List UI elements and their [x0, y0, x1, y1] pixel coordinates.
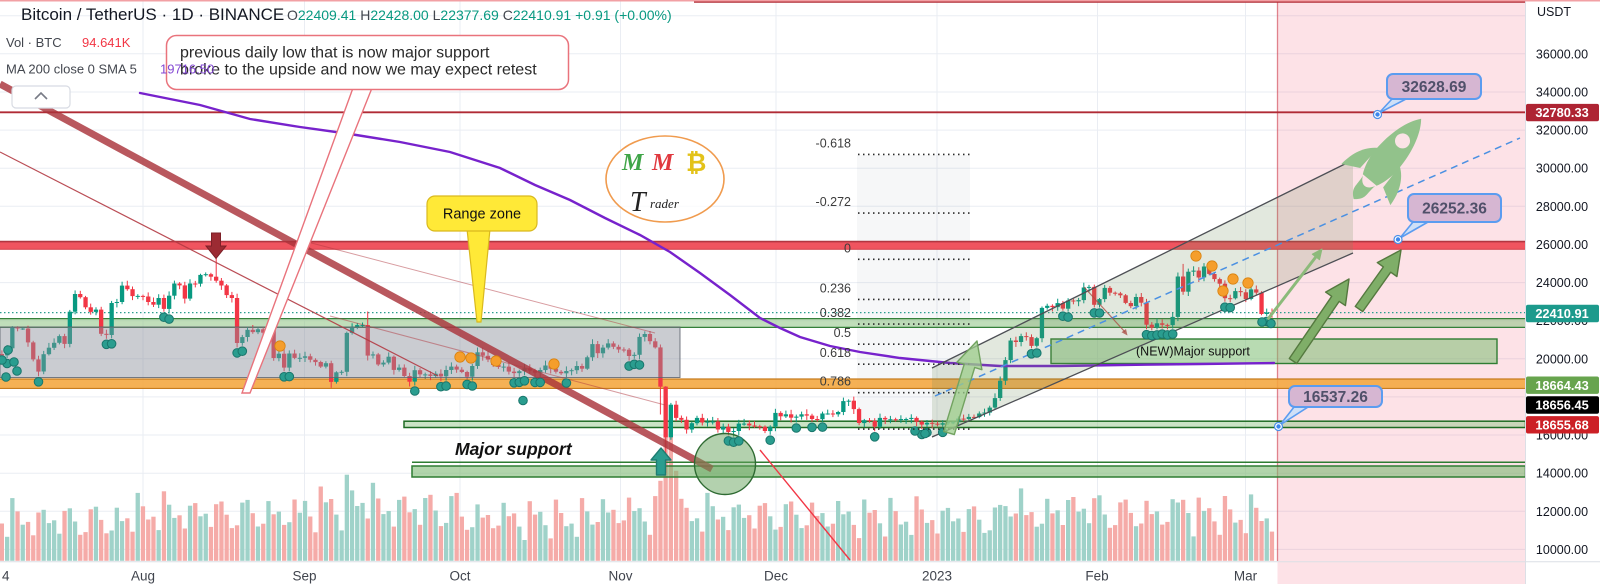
svg-text:0: 0	[844, 241, 851, 255]
svg-text:26252.36: 26252.36	[1422, 201, 1487, 218]
svg-text:22410.91: 22410.91	[1535, 306, 1588, 321]
svg-text:(NEW)Major support: (NEW)Major support	[1136, 345, 1250, 359]
svg-text:Mar: Mar	[1234, 569, 1258, 584]
svg-text:19716.50: 19716.50	[160, 62, 214, 77]
svg-text:T: T	[630, 187, 648, 218]
svg-text:Nov: Nov	[608, 569, 632, 584]
svg-text:₿: ₿	[686, 149, 706, 177]
svg-text:Vol · BTC: Vol · BTC	[6, 35, 62, 50]
svg-text:4: 4	[2, 569, 10, 584]
svg-text:Bitcoin / TetherUS · 1D · BINA: Bitcoin / TetherUS · 1D · BINANCE	[21, 5, 284, 24]
svg-text:30000.00: 30000.00	[1536, 162, 1588, 176]
svg-text:M: M	[651, 150, 675, 176]
svg-text:rader: rader	[650, 196, 680, 211]
svg-text:0.5: 0.5	[834, 326, 851, 340]
svg-text:2023: 2023	[922, 569, 952, 584]
svg-text:-0.272: -0.272	[816, 195, 851, 209]
svg-text:Major support: Major support	[455, 439, 573, 459]
svg-text:18655.68: 18655.68	[1535, 417, 1588, 432]
svg-text:10000.00: 10000.00	[1536, 543, 1588, 557]
svg-text:28000.00: 28000.00	[1536, 200, 1588, 214]
svg-text:broke to the upside and now we: broke to the upside and now we may expec…	[180, 62, 537, 79]
svg-text:0.236: 0.236	[820, 281, 851, 295]
svg-text:Sep: Sep	[292, 569, 316, 584]
svg-text:Oct: Oct	[449, 569, 470, 584]
svg-text:20000.00: 20000.00	[1536, 352, 1588, 366]
svg-text:-0.618: -0.618	[816, 136, 851, 150]
svg-text:16537.26: 16537.26	[1303, 389, 1368, 406]
svg-text:32628.69: 32628.69	[1402, 79, 1467, 96]
svg-text:36000.00: 36000.00	[1536, 47, 1588, 61]
svg-text:18656.45: 18656.45	[1535, 398, 1588, 413]
svg-text:24000.00: 24000.00	[1536, 276, 1588, 290]
svg-text:0.618: 0.618	[820, 346, 851, 360]
svg-text:Feb: Feb	[1085, 569, 1108, 584]
svg-text:0.786: 0.786	[820, 375, 851, 389]
svg-text:18664.43: 18664.43	[1535, 378, 1588, 393]
svg-text:26000.00: 26000.00	[1536, 238, 1588, 252]
svg-text:USDT: USDT	[1537, 5, 1571, 19]
svg-text:34000.00: 34000.00	[1536, 86, 1588, 100]
svg-text:M: M	[621, 150, 645, 176]
svg-text:32000.00: 32000.00	[1536, 124, 1588, 138]
svg-text:Dec: Dec	[764, 569, 788, 584]
svg-text:Range zone: Range zone	[443, 207, 521, 223]
svg-text:O22409.41 H22428.00 L22377.69: O22409.41 H22428.00 L22377.69 C22410.91 …	[287, 7, 672, 23]
svg-text:12000.00: 12000.00	[1536, 505, 1588, 519]
svg-text:Aug: Aug	[131, 569, 155, 584]
svg-text:32780.33: 32780.33	[1535, 105, 1588, 120]
svg-text:14000.00: 14000.00	[1536, 467, 1588, 481]
svg-text:0.382: 0.382	[820, 306, 851, 320]
svg-text:94.641K: 94.641K	[82, 35, 131, 50]
svg-text:MA 200 close 0 SMA 5: MA 200 close 0 SMA 5	[6, 62, 137, 77]
svg-text:previous daily low that is now: previous daily low that is now major sup…	[180, 45, 490, 62]
